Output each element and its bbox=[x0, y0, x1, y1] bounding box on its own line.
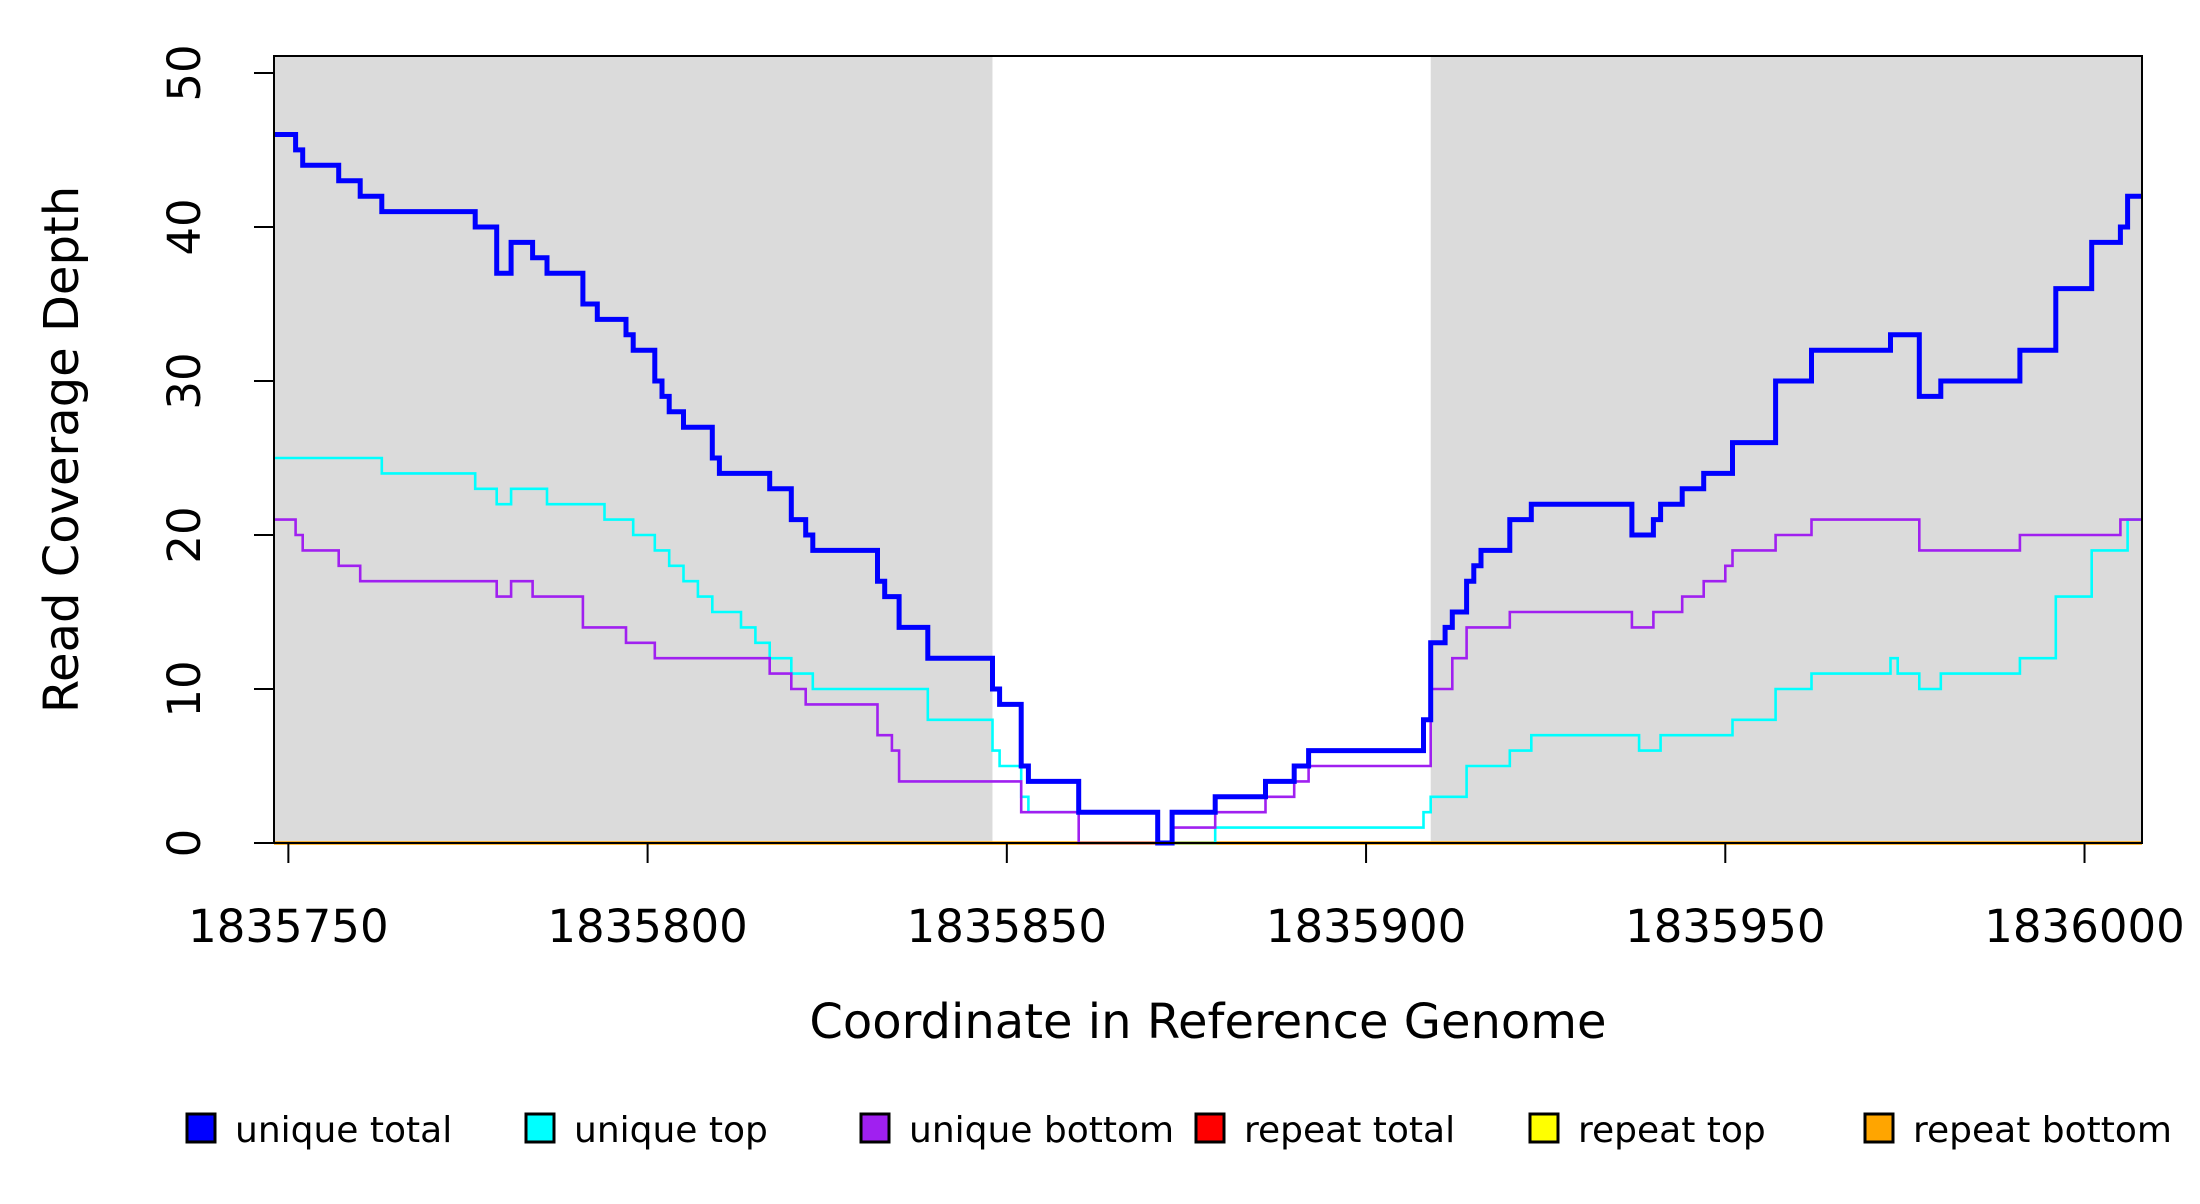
x-axis-tick-label-2: 1835850 bbox=[907, 900, 1107, 953]
legend-swatch-unique-total bbox=[185, 1112, 217, 1144]
legend-swatch-repeat-top bbox=[1528, 1112, 1560, 1144]
legend-label-unique-bottom: unique bottom bbox=[909, 1110, 1174, 1151]
y-axis-tick-label-4: 40 bbox=[158, 198, 211, 255]
legend-label-unique-top: unique top bbox=[574, 1110, 768, 1151]
legend-label-repeat-bottom: repeat bottom bbox=[1913, 1110, 2172, 1151]
y-axis-title: Read Coverage Depth bbox=[34, 186, 90, 713]
y-axis-tick-label-3: 30 bbox=[158, 352, 211, 409]
x-axis-title: Coordinate in Reference Genome bbox=[809, 994, 1606, 1050]
legend-swatch-unique-bottom bbox=[859, 1112, 891, 1144]
legend-label-repeat-total: repeat total bbox=[1244, 1110, 1455, 1151]
legend-swatch-repeat-bottom bbox=[1863, 1112, 1895, 1144]
y-axis-tick-label-2: 20 bbox=[158, 506, 211, 563]
legend-swatch-repeat-total bbox=[1194, 1112, 1226, 1144]
legend-swatch-unique-top bbox=[524, 1112, 556, 1144]
series-line-unique-total bbox=[274, 132, 2142, 846]
y-axis-tick-label-0: 0 bbox=[158, 829, 211, 858]
legend-label-unique-total: unique total bbox=[235, 1110, 452, 1151]
x-axis-tick-label-5: 1836000 bbox=[1984, 900, 2184, 953]
series-line-unique-bottom bbox=[274, 518, 2142, 845]
legend-label-repeat-top: repeat top bbox=[1578, 1110, 1766, 1151]
series-line-unique-top bbox=[274, 456, 2142, 845]
shaded-region-0 bbox=[274, 56, 993, 843]
y-axis-tick-label-5: 50 bbox=[158, 44, 211, 101]
plot-border bbox=[273, 55, 2143, 844]
x-axis-tick-label-0: 1835750 bbox=[188, 900, 388, 953]
shaded-region-1 bbox=[1430, 56, 2142, 843]
x-axis-tick-label-3: 1835900 bbox=[1266, 900, 1466, 953]
x-axis-tick-label-1: 1835800 bbox=[547, 900, 747, 953]
x-axis-tick-label-4: 1835950 bbox=[1625, 900, 1825, 953]
y-axis-tick-label-1: 10 bbox=[158, 660, 211, 717]
